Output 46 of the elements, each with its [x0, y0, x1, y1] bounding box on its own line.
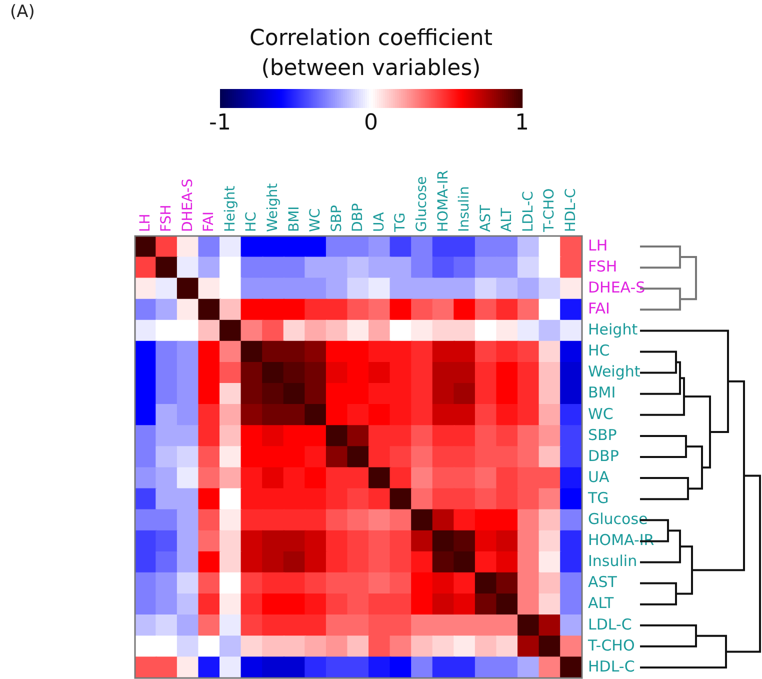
- y-tick-label: UA: [588, 468, 610, 486]
- x-tick-label: SBP: [328, 205, 345, 232]
- text: (A): [10, 2, 35, 22]
- y-tick-label: Insulin: [588, 552, 638, 570]
- color-bar-label: 1: [515, 110, 529, 136]
- y-tick-label: HOMA-IR: [588, 531, 654, 550]
- y-tick-label: AST: [588, 573, 618, 592]
- color-bar-label: -1: [209, 110, 231, 136]
- y-tick-label: T-CHO: [587, 636, 635, 654]
- y-tick-label: HC: [588, 342, 610, 360]
- y-tick-label: DHEA-S: [588, 278, 646, 297]
- x-tick-label: BMI: [286, 206, 302, 232]
- y-tick-label: LDL-C: [588, 615, 632, 634]
- y-tick-label: SBP: [588, 426, 617, 444]
- y-tick-label: ALT: [588, 594, 615, 612]
- x-tick-label: FSH: [158, 204, 175, 232]
- x-tick-label: HOMA-IR: [435, 170, 452, 232]
- x-tick-label: Height: [222, 185, 238, 232]
- x-tick-label: LDL-C: [520, 190, 536, 232]
- x-tick-label: TG: [392, 212, 409, 233]
- x-tick-label: AST: [478, 204, 494, 232]
- x-tick-label: DHEA-S: [180, 178, 196, 232]
- x-tick-label: Insulin: [456, 186, 473, 232]
- x-tick-label: UA: [371, 212, 388, 232]
- y-tick-label: LH: [588, 236, 608, 254]
- color-bar-title: Correlation coefficient (between variables): [250, 26, 493, 81]
- x-tick-label: WC: [308, 208, 324, 232]
- y-tick-label: TG: [587, 488, 609, 507]
- x-tick-label: FAI: [201, 212, 218, 232]
- y-tick-label: Weight: [588, 362, 640, 381]
- x-tick-label: ALT: [499, 208, 516, 232]
- x-tick-label: DBP: [350, 203, 366, 232]
- y-tick-label: Glucose: [588, 510, 648, 528]
- x-tick-label: HC: [244, 211, 260, 232]
- x-tick-label: Weight: [265, 182, 281, 232]
- y-tick-label: FAI: [588, 300, 610, 318]
- x-tick-label: Glucose: [414, 176, 430, 232]
- color-bar-label: 0: [364, 110, 378, 136]
- y-tick-label: DBP: [588, 446, 619, 465]
- y-tick-label: FSH: [588, 257, 618, 276]
- y-tick-label: WC: [588, 404, 614, 423]
- y-tick-label: HDL-C: [588, 657, 635, 676]
- x-tick-label: LH: [137, 214, 154, 232]
- y-tick-label: BMI: [588, 384, 616, 402]
- y-tick-label: Height: [588, 320, 638, 339]
- x-tick-label: T-CHO: [542, 188, 558, 233]
